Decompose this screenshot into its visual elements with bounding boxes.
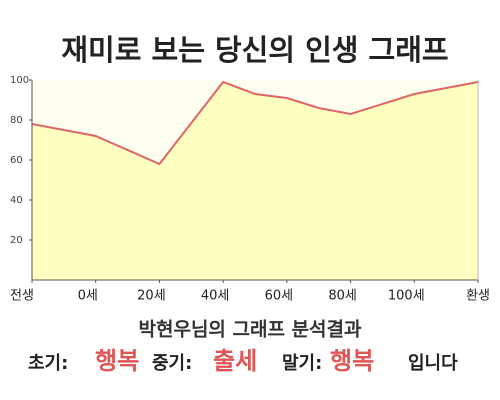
- x-tick-label: 60세: [265, 289, 294, 304]
- early-result: 행복: [95, 347, 139, 375]
- late-label: 말기:: [282, 353, 322, 374]
- x-tick-label: 20세: [137, 289, 166, 304]
- middle-label: 중기:: [152, 353, 192, 374]
- y-tick-label: 60: [10, 155, 23, 166]
- chart-title: 재미로 보는 당신의 인생 그래프: [61, 33, 448, 67]
- early-label: 초기:: [28, 353, 68, 374]
- result-heading: 박현우님의 그래프 분석결과: [139, 319, 363, 341]
- y-tick-label: 20: [10, 235, 23, 246]
- late-result: 행복: [330, 347, 374, 375]
- x-tick-label: 0세: [78, 289, 98, 304]
- y-tick-label: 100: [10, 75, 29, 86]
- x-tick-label: 40세: [201, 289, 230, 304]
- x-tick-label: 전생: [10, 289, 34, 304]
- area: [32, 82, 478, 280]
- y-tick-label: 40: [10, 195, 23, 206]
- x-tick-label: 80세: [328, 289, 357, 304]
- y-tick-label: 80: [10, 115, 23, 126]
- x-tick-label: 100세: [388, 289, 425, 304]
- line: [31, 80, 479, 166]
- x-tick-label: 환생: [466, 289, 490, 304]
- middle-result: 출세: [213, 347, 257, 375]
- ending: 입니다: [408, 352, 458, 374]
